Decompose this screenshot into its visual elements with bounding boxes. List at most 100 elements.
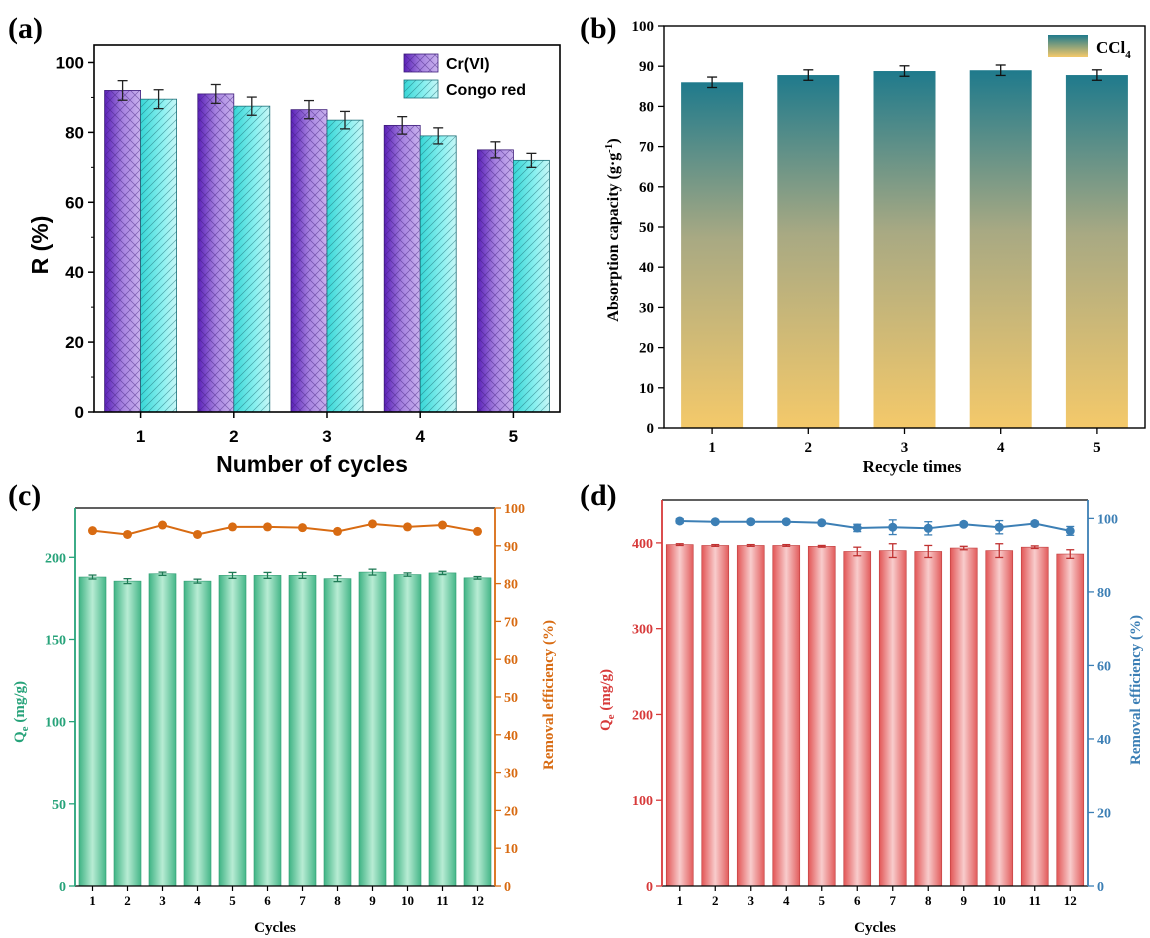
y-tick-label-150: 150 xyxy=(45,633,66,648)
legend-label-ccl4: CCl4 xyxy=(1096,38,1131,61)
panel-b-legend: CCl4 xyxy=(1048,35,1131,61)
legend-swatch-congo-hatch xyxy=(404,80,438,98)
bar-qe-7 xyxy=(288,575,317,887)
x-tick-label-3: 3 xyxy=(322,427,331,446)
bar-congo-hatch-5 xyxy=(513,160,550,412)
bar-qe-2 xyxy=(113,580,142,887)
removal-point-7 xyxy=(298,523,307,533)
removal-point-12 xyxy=(1065,526,1075,536)
x-tick-label-2: 2 xyxy=(124,893,131,908)
y2-tick-label-100: 100 xyxy=(504,502,525,517)
x-tick-label-4: 4 xyxy=(194,893,201,908)
y-tick-label-30: 30 xyxy=(639,300,654,316)
bar-ccl4-1 xyxy=(681,82,744,428)
bar-cr-hatch-5 xyxy=(477,149,514,412)
y-tick-label-100: 100 xyxy=(632,19,655,35)
y2-tick-label-0: 0 xyxy=(504,880,511,895)
removal-line xyxy=(679,519,1071,532)
bar-qe-4 xyxy=(772,545,801,887)
bar-congo-hatch-4 xyxy=(420,135,457,412)
y-tick-label-0: 0 xyxy=(647,421,655,437)
x-tick-label-10: 10 xyxy=(401,893,414,908)
x-tick-label-7: 7 xyxy=(890,893,897,908)
x-tick-label-7: 7 xyxy=(299,893,306,908)
panel-a-xlabel: Number of cycles xyxy=(216,451,408,477)
removal-point-9 xyxy=(959,519,969,529)
y2-tick-label-30: 30 xyxy=(504,767,518,782)
bar-qe-3 xyxy=(736,545,765,887)
bar-qe-1 xyxy=(665,544,694,887)
x-tick-label-6: 6 xyxy=(264,893,271,908)
y-tick-label-80: 80 xyxy=(639,99,654,115)
x-tick-label-4: 4 xyxy=(783,893,790,908)
bar-cr-hatch-2 xyxy=(197,93,234,412)
removal-point-8 xyxy=(333,526,342,536)
x-tick-label-2: 2 xyxy=(805,440,813,456)
y2-tick-label-100: 100 xyxy=(1097,512,1118,527)
removal-point-11 xyxy=(1030,519,1040,529)
y2-tick-label-40: 40 xyxy=(504,729,518,744)
y-tick-label-400: 400 xyxy=(632,537,653,552)
panel-b-label: (b) xyxy=(580,12,617,45)
y-tick-label-80: 80 xyxy=(65,123,84,142)
bar-qe-11 xyxy=(428,572,457,887)
bar-qe-8 xyxy=(323,578,352,887)
panel-d-y2label: Removal efficiency (%) xyxy=(1128,615,1144,765)
y2-tick-label-60: 60 xyxy=(504,653,518,668)
x-tick-label-12: 12 xyxy=(1064,893,1077,908)
panel-a-label: (a) xyxy=(8,12,43,45)
x-tick-label-1: 1 xyxy=(89,893,96,908)
removal-point-12 xyxy=(473,526,482,536)
y-tick-label-40: 40 xyxy=(639,260,654,276)
y2-tick-label-10: 10 xyxy=(504,842,518,857)
removal-point-6 xyxy=(852,523,862,533)
y2-tick-label-50: 50 xyxy=(504,691,518,706)
x-tick-label-3: 3 xyxy=(159,893,166,908)
x-tick-label-5: 5 xyxy=(229,893,236,908)
bar-qe-4 xyxy=(183,580,212,887)
bar-ccl4-5 xyxy=(1065,75,1128,428)
x-tick-label-8: 8 xyxy=(925,893,932,908)
y2-tick-label-70: 70 xyxy=(504,615,518,630)
panel-b-ylabel: Absorption capacity (g·g-1) xyxy=(603,138,622,321)
bar-congo-hatch-1 xyxy=(140,99,177,412)
y-tick-label-0: 0 xyxy=(646,880,653,895)
bar-ccl4-3 xyxy=(873,71,936,429)
x-tick-label-6: 6 xyxy=(854,893,861,908)
y2-tick-label-80: 80 xyxy=(504,578,518,593)
panel-a-legend: Cr(VI) Congo red xyxy=(403,53,526,99)
panel-b-xlabel: Recycle times xyxy=(863,457,962,476)
x-tick-label-3: 3 xyxy=(748,893,755,908)
y2-tick-label-90: 90 xyxy=(504,540,518,555)
y-tick-label-20: 20 xyxy=(65,333,84,352)
y2-tick-label-0: 0 xyxy=(1097,880,1104,895)
panel-d-label: (d) xyxy=(580,479,617,512)
x-tick-label-2: 2 xyxy=(712,893,719,908)
legend-label-congo: Congo red xyxy=(446,82,526,99)
plot-frame xyxy=(663,25,1146,429)
removal-point-5 xyxy=(817,518,827,528)
removal-point-10 xyxy=(994,522,1004,532)
bar-cr-hatch-1 xyxy=(104,90,141,412)
bar-cr-hatch-3 xyxy=(291,109,327,413)
panel-d: (d) 1 2 3 4 5 6 7 8 9 10 11 12010020030040002040608… xyxy=(580,479,1144,936)
bar-qe-8 xyxy=(914,551,943,887)
bar-ccl4-2 xyxy=(777,75,840,428)
bar-qe-9 xyxy=(949,547,978,887)
x-tick-label-12: 12 xyxy=(471,893,484,908)
panel-a-ylabel: R (%) xyxy=(27,216,53,275)
y2-tick-label-40: 40 xyxy=(1097,733,1111,748)
y-tick-label-60: 60 xyxy=(65,193,84,212)
panel-d-xlabel: Cycles xyxy=(854,920,896,936)
plot-frame xyxy=(93,44,561,413)
panel-a-plot: 1 2 3 4 5 0 20 40 60 80 100 xyxy=(56,44,561,446)
bar-qe-6 xyxy=(843,551,872,887)
x-tick-label-8: 8 xyxy=(334,893,341,908)
bar-qe-3 xyxy=(148,573,177,887)
legend-label-cr: Cr(VI) xyxy=(446,56,490,73)
removal-point-9 xyxy=(368,519,377,529)
bar-qe-6 xyxy=(253,575,282,887)
panel-c-xlabel: Cycles xyxy=(254,920,296,936)
